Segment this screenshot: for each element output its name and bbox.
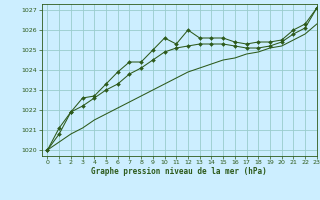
X-axis label: Graphe pression niveau de la mer (hPa): Graphe pression niveau de la mer (hPa) xyxy=(91,167,267,176)
